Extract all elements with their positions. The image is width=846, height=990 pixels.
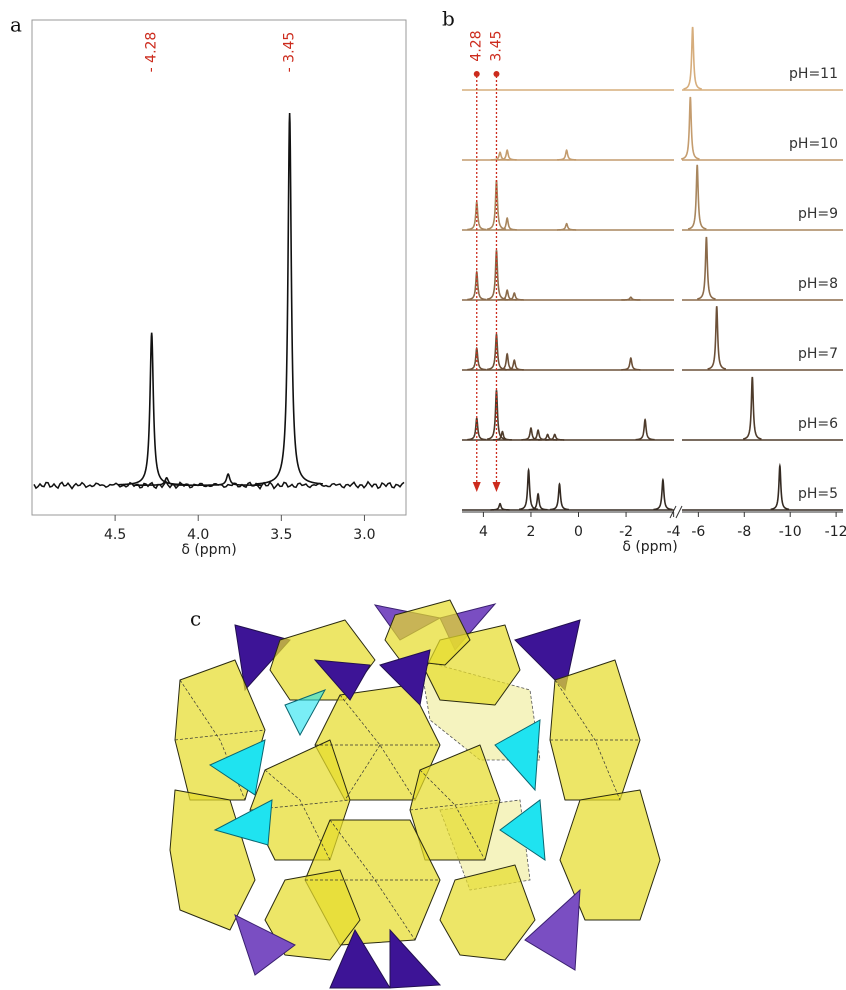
figure: a b c 4.54.03.53.0δ (ppm)- 4.28- xyxy=(0,0,846,990)
x-tick-label: 4 xyxy=(479,524,488,540)
peak xyxy=(550,484,569,510)
x-tick-label: -2 xyxy=(619,524,633,540)
trace-label: pH=11 xyxy=(789,66,838,82)
trace-label: pH=7 xyxy=(798,346,838,362)
x-tick-label: 2 xyxy=(526,524,535,540)
peak xyxy=(683,27,701,89)
x-tick-label: 0 xyxy=(574,524,583,540)
peak xyxy=(557,150,576,160)
x-tick-label: -4 xyxy=(667,524,681,540)
trace-label: pH=5 xyxy=(798,486,838,502)
panel-label: b xyxy=(442,7,455,31)
x-axis-title: δ (ppm) xyxy=(622,539,677,555)
trace-label: pH=6 xyxy=(798,416,838,432)
peak xyxy=(743,377,761,439)
peak xyxy=(653,480,672,510)
panel-label: a xyxy=(10,13,22,37)
x-tick-label: 3.0 xyxy=(353,527,375,543)
tetrahedron xyxy=(525,890,580,970)
octahedron xyxy=(170,790,255,930)
x-axis-title: δ (ppm) xyxy=(181,542,236,558)
peak xyxy=(688,165,706,229)
peak xyxy=(118,333,184,485)
plot-frame xyxy=(32,20,406,515)
x-tick-label: -8 xyxy=(737,524,751,540)
arrow-head xyxy=(492,482,500,492)
peak xyxy=(771,466,789,509)
trace-label: pH=10 xyxy=(789,136,838,152)
trace-label: pH=8 xyxy=(798,276,838,292)
peak xyxy=(557,224,576,230)
peak xyxy=(697,237,715,299)
trace-label: pH=9 xyxy=(798,206,838,222)
peak xyxy=(636,420,655,440)
peak xyxy=(491,504,510,510)
octahedron xyxy=(550,660,640,800)
peak xyxy=(621,358,640,370)
peak-annotation: - 4.28 xyxy=(144,32,160,73)
peak xyxy=(467,348,486,369)
peak xyxy=(498,218,517,230)
x-tick-label: 4.5 xyxy=(104,527,126,543)
octahedron xyxy=(270,620,375,700)
x-tick-label: 4.0 xyxy=(187,527,209,543)
panel-label: c xyxy=(190,607,201,631)
peak xyxy=(681,97,699,159)
structure-drawing xyxy=(170,600,660,988)
peak-annotation: - 3.45 xyxy=(282,32,298,73)
arrow-head xyxy=(473,482,481,492)
x-tick-label: -10 xyxy=(779,524,802,540)
peak xyxy=(256,113,322,484)
peak-annotation: 4.28 xyxy=(469,30,485,61)
x-tick-label: -12 xyxy=(825,524,846,540)
x-tick-label: -6 xyxy=(691,524,705,540)
x-tick-label: 3.5 xyxy=(270,527,292,543)
peak xyxy=(519,470,538,509)
peak xyxy=(708,306,726,369)
peak-annotation: 3.45 xyxy=(488,30,504,61)
